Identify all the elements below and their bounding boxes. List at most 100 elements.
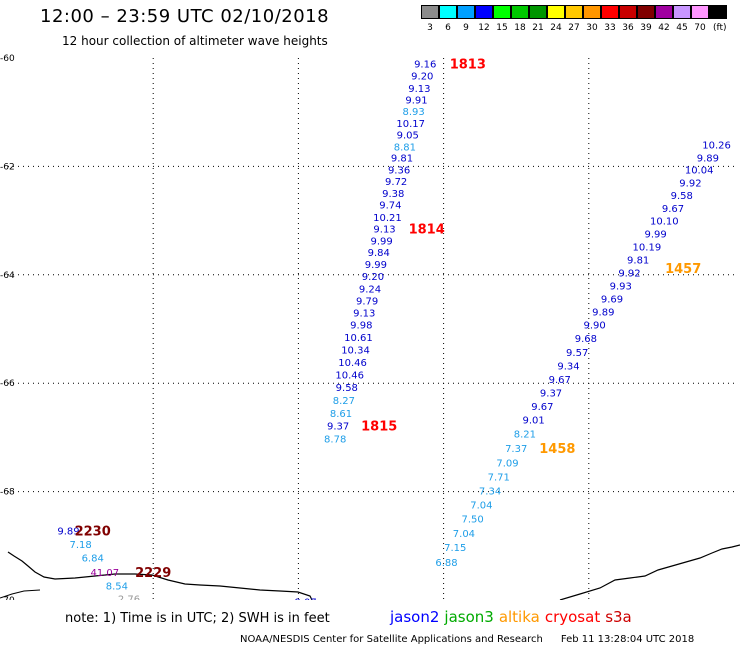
wave-height-value: 9.93 — [610, 282, 632, 293]
color-swatch — [655, 5, 673, 19]
wave-height-value: 7.34 — [479, 487, 501, 498]
wave-height-value: 9.58 — [336, 383, 358, 394]
wave-height-value: 7.18 — [69, 540, 91, 551]
color-swatch — [601, 5, 619, 19]
wave-height-value: 9.81 — [391, 154, 413, 165]
color-swatch — [709, 5, 727, 19]
color-scale-label: 6 — [445, 23, 451, 33]
wave-height-value: 9.01 — [522, 416, 544, 427]
color-scale-label: 3 — [427, 23, 433, 33]
wave-height-value: 9.68 — [575, 334, 597, 345]
wave-height-value: 8.54 — [106, 581, 128, 592]
credit-line: NOAA/NESDIS Center for Satellite Applica… — [240, 634, 712, 645]
latitude-label: -68 — [0, 488, 15, 498]
wave-height-value: 9.38 — [382, 189, 404, 200]
satellite-name: cryosat — [544, 608, 601, 626]
color-scale-label: 24 — [550, 23, 562, 33]
wave-height-value: 9.13 — [353, 309, 375, 320]
wave-height-value: 10.10 — [650, 217, 679, 228]
wave-height-value: 9.37 — [327, 421, 349, 432]
satellite-name: jason2 — [390, 608, 440, 626]
wave-height-value: 7.15 — [444, 543, 466, 554]
pass-time-label: 1813 — [450, 57, 486, 72]
color-scale-label: 42 — [658, 23, 670, 33]
coastline-east — [559, 544, 740, 600]
wave-height-value: 9.99 — [365, 260, 387, 271]
latitude-label: -60 — [0, 54, 15, 64]
color-scale-label: 12 — [478, 23, 490, 33]
wave-height-value: 9.34 — [557, 361, 579, 372]
wave-height-value: 10.46 — [335, 371, 364, 382]
wave-height-value: 9.67 — [662, 204, 684, 215]
satellite-name: jason3 — [444, 608, 494, 626]
latitude-label: -64 — [0, 271, 15, 281]
pass-time-label: 1814 — [409, 223, 445, 238]
units-note: note: 1) Time is in UTC; 2) SWH is in fe… — [65, 611, 330, 626]
wave-height-value: 9.98 — [350, 321, 372, 332]
wave-height-value: 7.71 — [488, 472, 510, 483]
color-scale-unit: (ft) — [713, 23, 727, 33]
wave-height-value: 10.26 — [702, 141, 731, 152]
color-scale-label: 9 — [463, 23, 469, 33]
wave-height-value: 9.36 — [388, 166, 410, 177]
wave-height-value: 9.20 — [362, 272, 384, 283]
coastline — [7, 551, 313, 600]
pass-time-label: 1457 — [665, 262, 701, 277]
wave-height-value: 9.89 — [592, 308, 614, 319]
wave-height-value: 7.50 — [462, 515, 484, 526]
wave-height-value: 7.37 — [505, 444, 527, 455]
color-swatch — [529, 5, 547, 19]
wave-height-value: 9.74 — [379, 200, 401, 211]
wave-height-value: 10.61 — [344, 333, 373, 344]
axis-labels: -60-62-64-66-68-70151821242730 — [0, 54, 15, 600]
wave-height-value: 9.13 — [373, 225, 395, 236]
color-swatch — [475, 5, 493, 19]
wave-height-value: 9.91 — [405, 96, 427, 107]
graticule — [8, 58, 734, 600]
color-scale-label: 30 — [586, 23, 598, 33]
color-swatch — [619, 5, 637, 19]
wave-height-value: 9.99 — [371, 237, 393, 248]
wave-height-value: 10.04 — [685, 166, 714, 177]
wave-height-value: 10.46 — [338, 358, 367, 369]
page-title: 12:00 – 23:59 UTC 02/10/2018 — [40, 6, 330, 27]
wave-height-value: 9.92 — [618, 269, 640, 280]
wave-height-value: 9.20 — [411, 71, 433, 82]
wave-height-value: 8.21 — [514, 430, 536, 441]
wave-height-value: 8.81 — [394, 142, 416, 153]
wave-height-value: 9.67 — [531, 402, 553, 413]
wave-height-value: 9.72 — [385, 177, 407, 188]
color-swatch — [673, 5, 691, 19]
wave-height-value: 8.78 — [324, 434, 346, 445]
satellite-name: s3a — [605, 608, 632, 626]
wave-height-value: 9.24 — [359, 284, 381, 295]
wave-height-value: 6.88 — [435, 558, 457, 569]
wave-height-value: 7.04 — [453, 529, 475, 540]
wave-height-value: 9.84 — [368, 248, 390, 259]
wave-height-value: 6.84 — [82, 554, 104, 565]
wave-height-value: 9.99 — [644, 230, 666, 241]
color-scale-label: 18 — [514, 23, 526, 33]
color-swatch — [439, 5, 457, 19]
pass-labels: 1813 1814 1815 1457 1458 2230 2229 — [75, 57, 702, 580]
wave-height-value: 9.89 — [697, 154, 719, 165]
wave-height-value: 9.69 — [601, 295, 623, 306]
wave-height-value: 9.89 — [57, 527, 79, 538]
timestamp: Feb 11 13:28:04 UTC 2018 — [560, 634, 695, 645]
pass-time-label: 2229 — [135, 566, 171, 581]
wave-height-value: 7.09 — [496, 458, 518, 469]
latitude-label: -70 — [0, 596, 15, 600]
credit-text: NOAA/NESDIS Center for Satellite Applica… — [240, 634, 543, 645]
color-swatch — [637, 5, 655, 19]
color-swatch — [511, 5, 529, 19]
wave-height-value: 10.17 — [396, 119, 425, 130]
wave-height-value: 10.21 — [373, 213, 402, 224]
wave-height-values: 9.169.209.139.918.9310.179.058.819.819.3… — [57, 59, 731, 600]
latitude-label: -62 — [0, 162, 15, 172]
color-scale-label: 21 — [532, 23, 544, 33]
color-scale-label: 70 — [694, 23, 706, 33]
color-swatch — [691, 5, 709, 19]
color-swatch — [565, 5, 583, 19]
color-swatch — [421, 5, 439, 19]
wave-height-value: 9.37 — [540, 388, 562, 399]
